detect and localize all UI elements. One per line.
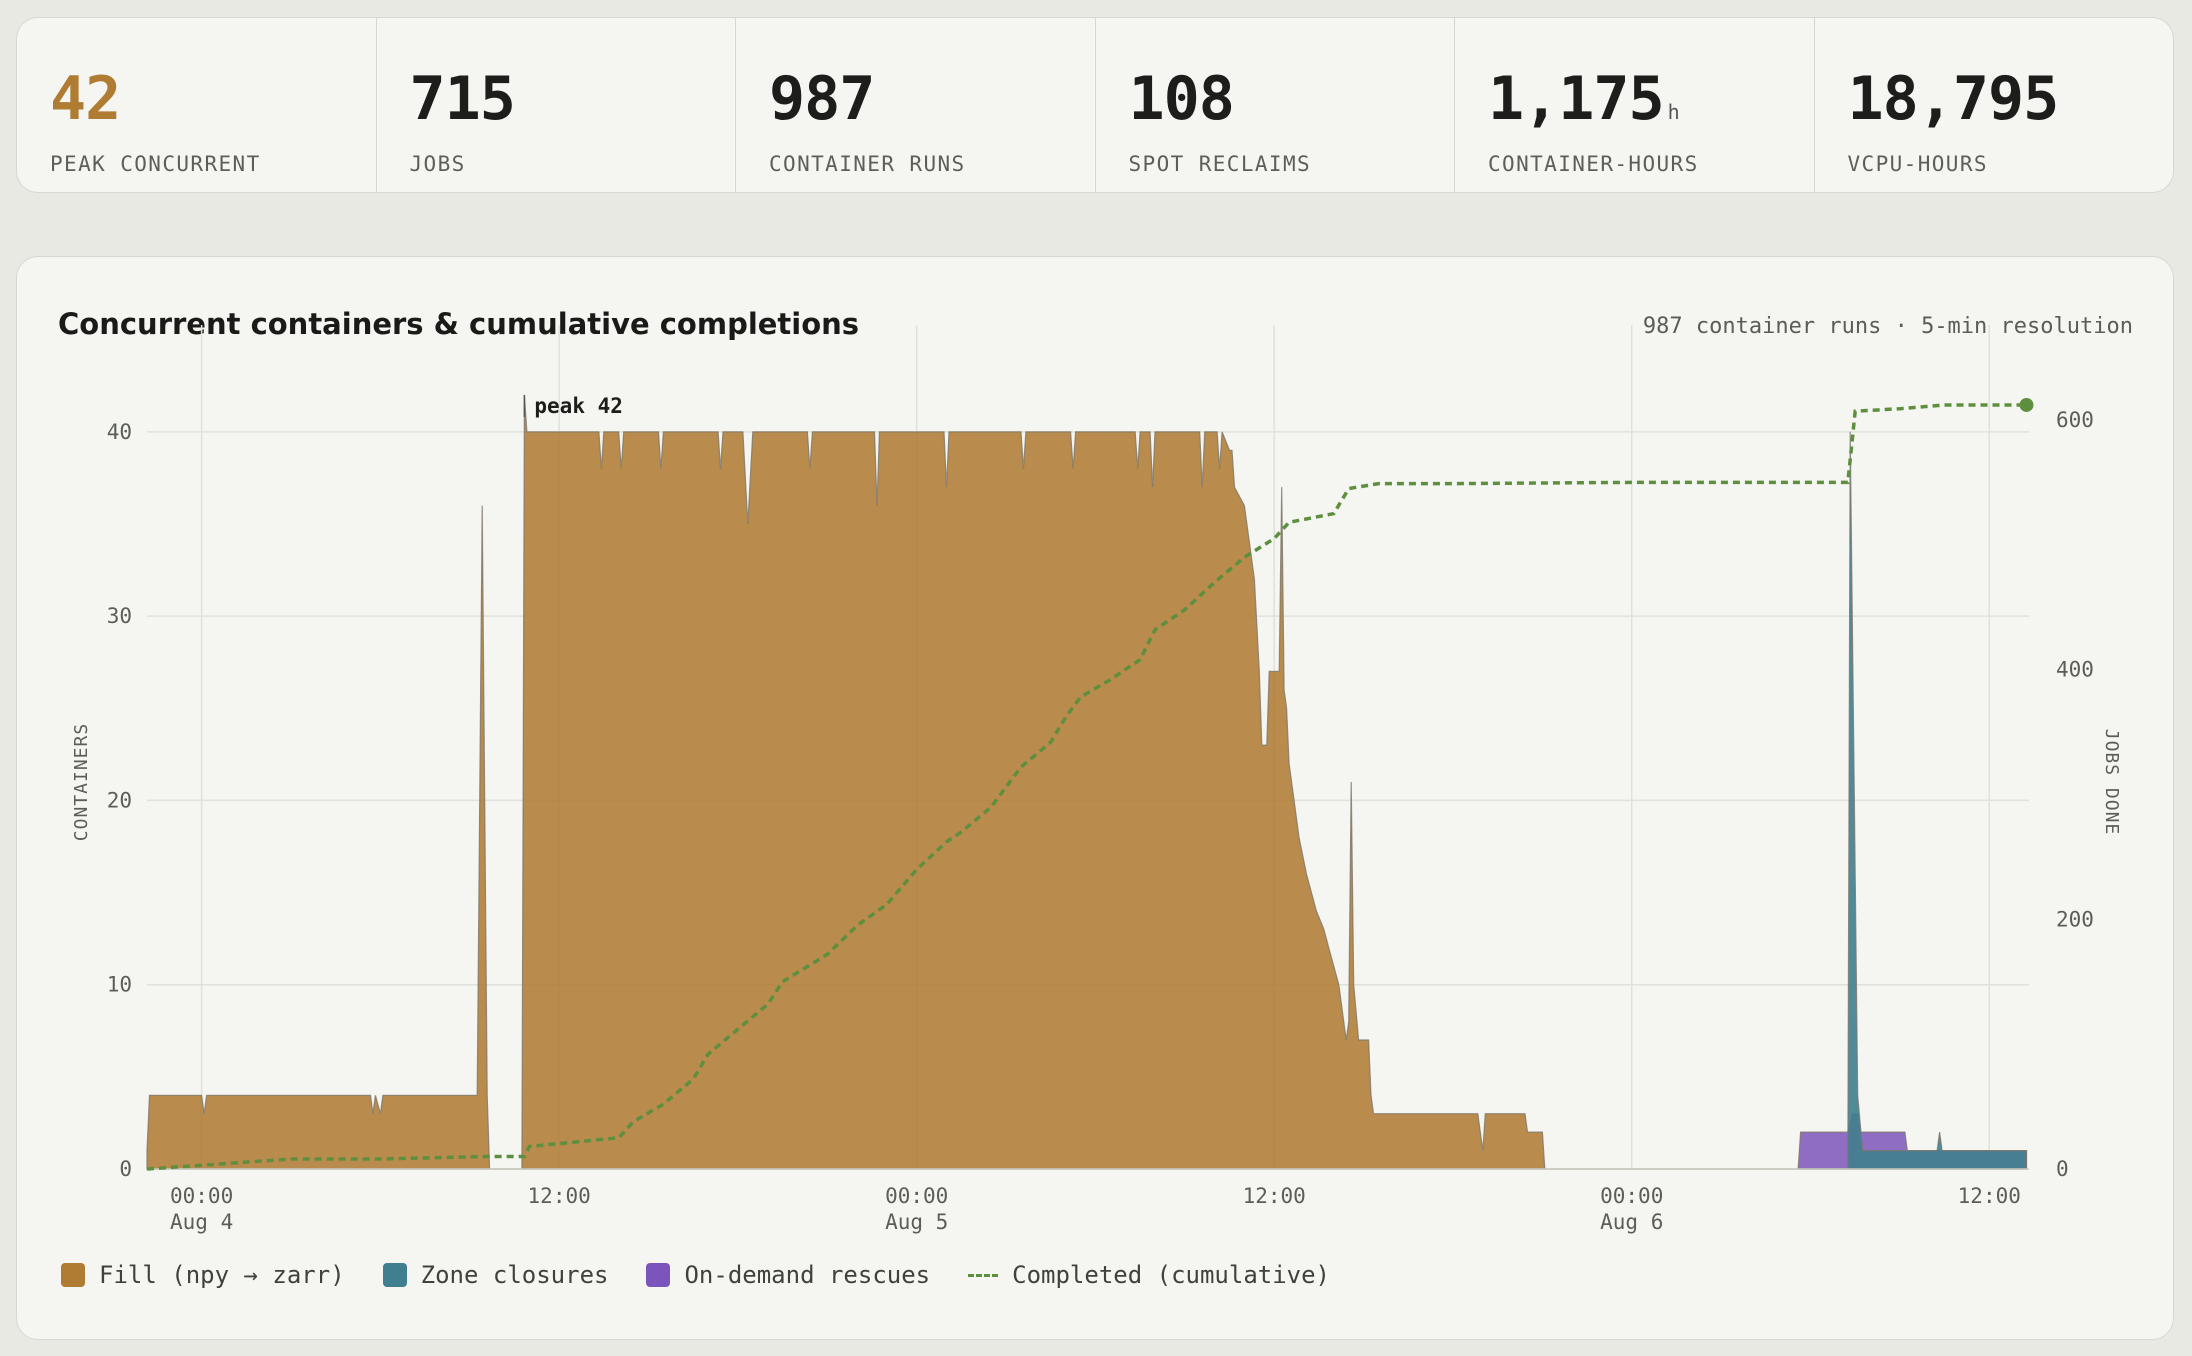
y2-tick-label: 0 <box>2056 1157 2069 1181</box>
series-completed-endpoint <box>2019 397 2034 412</box>
legend-item-fill: Fill (npy → zarr) <box>61 1261 345 1289</box>
stat-peak-concurrent: 42 PEAK CONCURRENT <box>17 18 377 192</box>
stat-value: 42 <box>50 64 121 134</box>
stat-label: CONTAINER RUNS <box>769 152 966 176</box>
legend-label: Completed (cumulative) <box>1012 1261 1331 1289</box>
stats-bar: 42 PEAK CONCURRENT 715 JOBS 987 CONTAINE… <box>16 17 2174 193</box>
y2-tick-label: 600 <box>2056 408 2094 432</box>
legend: Fill (npy → zarr) Zone closures On-deman… <box>61 1261 1368 1289</box>
y-axis-title: CONTAINERS <box>71 723 92 841</box>
stat-label: SPOT RECLAIMS <box>1128 152 1312 176</box>
stat-value: 18,795 <box>1847 64 2060 134</box>
y-tick-label: 40 <box>107 420 132 444</box>
peak-label: peak 42 <box>534 394 623 418</box>
y-tick-label: 10 <box>107 973 132 997</box>
stat-spot-reclaims: 108 SPOT RECLAIMS <box>1096 18 1455 192</box>
y2-tick-label: 200 <box>2056 907 2094 931</box>
stat-unit: h <box>1667 100 1680 124</box>
x-tick-sublabel: Aug 6 <box>1600 1210 1663 1234</box>
legend-swatch <box>382 1263 407 1287</box>
stat-label: PEAK CONCURRENT <box>50 152 261 176</box>
x-tick-label: 00:00 <box>1600 1184 1663 1208</box>
legend-dash <box>968 1273 999 1277</box>
stat-label: JOBS <box>409 152 466 176</box>
legend-swatch <box>61 1263 85 1287</box>
x-tick-label: 12:00 <box>528 1184 591 1208</box>
stat-label: VCPU-HOURS <box>1847 152 1988 176</box>
x-tick-label: 00:00 <box>170 1184 233 1208</box>
legend-label: Fill (npy → zarr) <box>99 1261 345 1289</box>
x-tick-label: 00:00 <box>885 1184 948 1208</box>
stat-value: 715 <box>409 64 516 134</box>
legend-swatch <box>646 1263 671 1287</box>
stat-container-hours: 1,175 h CONTAINER-HOURS <box>1455 18 1815 192</box>
stat-container-runs: 987 CONTAINER RUNS <box>736 18 1096 192</box>
stat-label: CONTAINER-HOURS <box>1488 152 1699 176</box>
legend-label: On-demand rescues <box>684 1261 931 1289</box>
x-tick-label: 12:00 <box>1243 1184 1306 1208</box>
stat-jobs: 715 JOBS <box>377 18 736 192</box>
y-tick-label: 0 <box>119 1157 132 1181</box>
x-tick-label: 12:00 <box>1958 1184 2021 1208</box>
stat-value: 987 <box>769 64 875 134</box>
series-completed-line <box>146 403 2027 1171</box>
chart-card: Concurrent containers & cumulative compl… <box>16 256 2174 1340</box>
stat-value: 1,175 h <box>1488 64 1680 134</box>
y-tick-label: 30 <box>107 604 132 628</box>
legend-item-on-demand: On-demand rescues <box>646 1261 930 1289</box>
legend-item-zone-closures: Zone closures <box>382 1261 609 1289</box>
y2-axis-title: JOBS DONE <box>2101 729 2122 836</box>
legend-item-completed: Completed (cumulative) <box>968 1261 1330 1289</box>
series-fill-area <box>146 394 2027 1170</box>
stat-value: 108 <box>1128 64 1235 134</box>
stat-vcpu-hours: 18,795 VCPU-HOURS <box>1815 18 2174 192</box>
chart-title: Concurrent containers & cumulative compl… <box>58 307 860 341</box>
legend-label: Zone closures <box>420 1261 609 1289</box>
y2-tick-label: 400 <box>2056 658 2094 682</box>
x-tick-sublabel: Aug 4 <box>170 1210 233 1234</box>
chart-meta: 987 container runs · 5-min resolution <box>1642 314 2133 339</box>
y-tick-label: 20 <box>107 788 132 812</box>
x-tick-sublabel: Aug 5 <box>885 1210 948 1234</box>
